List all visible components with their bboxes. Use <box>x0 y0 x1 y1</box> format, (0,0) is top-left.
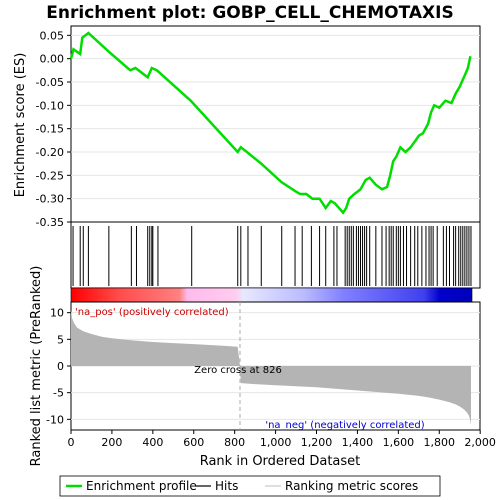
x-tick-label: 1,200 <box>301 436 333 449</box>
es-y-axis-label: Enrichment score (ES) <box>13 53 28 198</box>
es-tick-label: -0.10 <box>36 99 64 112</box>
legend-label: Hits <box>215 479 238 493</box>
x-tick-label: 400 <box>142 436 163 449</box>
es-tick-label: -0.35 <box>36 216 64 229</box>
chart-title: Enrichment plot: GOBP_CELL_CHEMOTAXIS <box>46 3 453 23</box>
x-tick-label: 1,000 <box>260 436 292 449</box>
zero-cross-label: Zero cross at 826 <box>194 365 282 376</box>
metric-panel: 10 5 0 -5 -10 0 200 400 600 800 1,000 1,200 1,400 1,… <box>46 301 496 449</box>
x-tick-label: 800 <box>224 436 245 449</box>
es-tick-label: -0.30 <box>36 193 64 206</box>
es-tick-label: 0.00 <box>40 53 65 66</box>
legend: Enrichment profile Hits Ranking metric sco… <box>59 475 441 497</box>
x-tick-label: 0 <box>68 436 75 449</box>
x-axis-ticks: 0 200 400 600 800 1,000 1,200 1,400 1,600 1,800 2,… <box>68 430 496 449</box>
es-tick-label: -0.05 <box>36 76 64 89</box>
metric-tick-label: 0 <box>57 360 64 373</box>
hits-panel <box>70 221 481 289</box>
es-y-ticks: 0.05 0.00 -0.05 -0.10 -0.15 -0.20 -0.25 -0.30 -0… <box>36 29 71 229</box>
es-tick-label: -0.15 <box>36 123 64 136</box>
x-tick-label: 1,400 <box>342 436 374 449</box>
negative-correlation-label: 'na_neg' (negatively correlated) <box>265 420 424 431</box>
es-tick-label: -0.25 <box>36 169 64 182</box>
x-tick-label: 1,800 <box>424 436 456 449</box>
metric-tick-label: 10 <box>50 307 64 320</box>
hits-frame <box>70 221 481 289</box>
metric-tick-label: 5 <box>57 333 64 346</box>
enrichment-profile-line <box>69 31 472 215</box>
es-tick-label: 0.05 <box>40 29 65 42</box>
metric-tick-label: -10 <box>46 413 64 426</box>
x-tick-label: 1,600 <box>383 436 415 449</box>
x-tick-label: 600 <box>183 436 204 449</box>
metric-tick-label: -5 <box>53 387 64 400</box>
x-tick-label: 200 <box>101 436 122 449</box>
rank-color-bar <box>70 287 473 303</box>
metric-y-ticks: 10 5 0 -5 -10 <box>46 307 71 426</box>
es-panel: 0.05 0.00 -0.05 -0.10 -0.15 -0.20 -0.25 -0.30 -0… <box>36 25 481 229</box>
hit-markers <box>72 226 472 286</box>
metric-y-axis-label: Ranked list metric (PreRanked) <box>29 266 44 467</box>
ranking-metric-area <box>71 310 471 425</box>
legend-box <box>59 475 441 497</box>
es-tick-label: -0.20 <box>36 146 64 159</box>
es-plot-frame <box>70 25 481 223</box>
positive-correlation-label: 'na_pos' (positively correlated) <box>75 307 229 318</box>
legend-label: Ranking metric scores <box>285 479 418 493</box>
legend-label: Enrichment profile <box>86 479 197 493</box>
x-tick-label: 2,000 <box>464 436 496 449</box>
x-axis-label: Rank in Ordered Dataset <box>200 454 361 469</box>
